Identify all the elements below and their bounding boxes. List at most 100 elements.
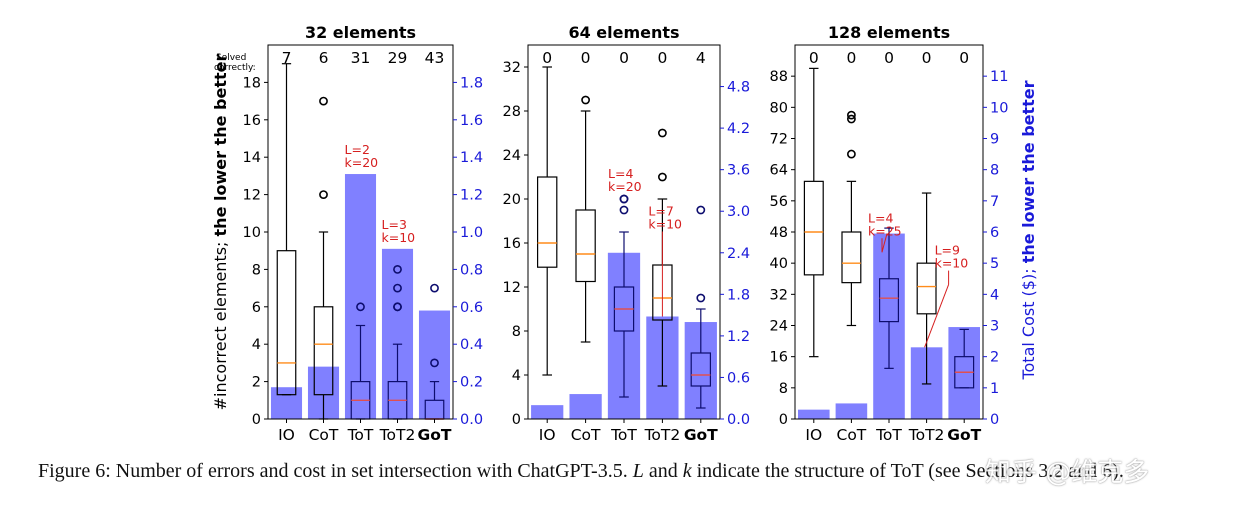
left-tick-label: 6 — [252, 300, 261, 316]
box-outlier — [393, 264, 402, 274]
left-tick-label: 88 — [770, 69, 788, 85]
left-tick-label: 8 — [252, 262, 261, 278]
annotation-l: L=4 — [608, 166, 633, 181]
right-tick-label: 8 — [990, 163, 999, 179]
figure-caption: Figure 6: Number of errors and cost in s… — [38, 458, 1218, 485]
panel-title: 128 elements — [828, 23, 950, 42]
right-tick-label: 1.4 — [460, 150, 483, 166]
annotation-k: k=25 — [868, 223, 902, 238]
right-tick-label: 7 — [990, 194, 999, 210]
caption-and: and — [643, 460, 683, 482]
box-outlier — [319, 190, 328, 199]
x-tick-label: GoT — [418, 426, 452, 444]
right-tick-label: 2.4 — [727, 246, 750, 262]
solved-count: 31 — [351, 49, 371, 67]
annotation-k: k=20 — [608, 179, 642, 194]
x-tick-label: ToT2 — [379, 426, 416, 444]
x-tick-label: GoT — [684, 426, 718, 444]
cost-bar — [418, 310, 451, 419]
right-tick-label: 0.0 — [460, 412, 483, 428]
left-axis-label-plain: #incorrect elements; — [211, 236, 230, 410]
box-outlier — [393, 283, 402, 293]
right-tick-label: 3 — [990, 319, 999, 335]
box-iqr — [690, 352, 712, 387]
box-outlier — [847, 114, 856, 124]
annotation-k: k=10 — [382, 230, 416, 245]
panel-title: 64 elements — [568, 23, 679, 42]
cost-bar — [569, 394, 602, 419]
left-tick-label: 32 — [770, 287, 788, 303]
left-tick-label: 28 — [503, 104, 521, 120]
box-outlier — [430, 283, 439, 293]
right-tick-label: 1.8 — [727, 287, 750, 303]
right-tick-label: 0.4 — [460, 337, 483, 353]
left-tick-label: 8 — [779, 381, 788, 397]
solved-count: 0 — [581, 49, 591, 67]
x-tick-label: IO — [278, 426, 295, 444]
right-axis-label-plain: Total Cost ($); — [1019, 263, 1038, 380]
cost-bar — [381, 248, 414, 419]
watermark: 知乎 @维克多 — [985, 458, 1150, 488]
right-tick-label: 4.2 — [727, 121, 750, 137]
x-tick-label: ToT — [875, 426, 902, 444]
caption-var-k: k — [682, 460, 692, 482]
solved-count: 0 — [846, 49, 856, 67]
box-iqr — [276, 250, 297, 396]
solved-count: 0 — [619, 49, 629, 67]
left-tick-label: 24 — [770, 319, 788, 335]
right-tick-label: 10 — [990, 100, 1008, 116]
left-tick-label: 16 — [770, 350, 788, 366]
left-tick-label: 10 — [243, 225, 261, 241]
left-tick-label: 20 — [503, 192, 521, 208]
box-outlier — [619, 194, 629, 204]
left-tick-label: 16 — [503, 236, 521, 252]
annotation-k: k=20 — [345, 155, 379, 170]
right-tick-label: 1.0 — [460, 225, 483, 241]
caption-var-l: L — [632, 460, 644, 482]
chart-panel-3: 128 elements0816243240485664728088012345… — [770, 23, 1009, 444]
left-tick-label: 56 — [770, 194, 788, 210]
left-tick-label: 0 — [252, 412, 261, 428]
solved-count: 43 — [425, 49, 445, 67]
cost-bar — [798, 409, 830, 419]
right-tick-label: 0.2 — [460, 375, 483, 391]
box-outlier — [319, 96, 328, 106]
x-tick-label: IO — [805, 426, 822, 444]
annotation-l: L=9 — [935, 243, 960, 258]
box-iqr — [575, 209, 596, 283]
left-tick-label: 32 — [503, 60, 521, 76]
left-tick-label: 40 — [770, 256, 788, 272]
left-axis-label-bold: the lower the better — [211, 54, 230, 237]
box-outlier — [581, 95, 590, 105]
left-tick-label: 12 — [243, 188, 261, 204]
annotation-l: L=2 — [345, 142, 370, 157]
caption-prefix: Figure 6: Number of errors and cost in s… — [38, 460, 633, 482]
right-tick-label: 6 — [990, 225, 999, 241]
x-tick-label: ToT2 — [908, 426, 945, 444]
cost-bar — [344, 174, 377, 419]
x-tick-label: CoT — [837, 426, 867, 444]
box-outlier — [847, 110, 856, 120]
box-iqr — [916, 262, 937, 315]
box-iqr — [536, 176, 558, 268]
left-tick-label: 14 — [243, 150, 261, 166]
annotation-leader — [881, 233, 888, 253]
solved-count: 0 — [657, 49, 667, 67]
right-tick-label: 4 — [990, 287, 999, 303]
x-tick-label: GoT — [947, 426, 981, 444]
left-tick-label: 18 — [243, 75, 261, 91]
cost-bar — [270, 387, 303, 419]
right-tick-label: 1.2 — [460, 188, 483, 204]
left-tick-label: 4 — [252, 337, 261, 353]
chart-panel-1: 32 elements 0 2 4 6 8 10 12 14 16 18 0.0 0.2 0.4 0.6 0.… — [243, 23, 484, 444]
box-outlier — [696, 293, 706, 303]
box-outlier — [658, 128, 667, 138]
right-tick-label: 1 — [990, 381, 999, 397]
left-axis-label: #incorrect elements; the lower the bette… — [211, 54, 230, 411]
annotation-leader — [924, 284, 950, 348]
annotation-l: L=3 — [382, 217, 407, 232]
box-outlier — [356, 302, 365, 312]
left-tick-label: 2 — [252, 375, 261, 391]
solved-label-line2: correctly: — [214, 63, 256, 73]
box-iqr — [803, 180, 824, 276]
